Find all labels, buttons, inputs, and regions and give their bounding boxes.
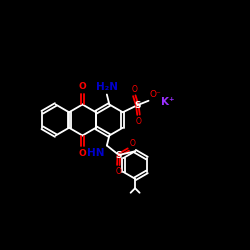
Text: H₂N: H₂N <box>96 82 118 92</box>
Text: K⁺: K⁺ <box>160 97 174 107</box>
Text: O: O <box>78 148 86 158</box>
Text: HN: HN <box>87 148 104 158</box>
Text: O: O <box>136 117 141 126</box>
Text: O: O <box>131 85 137 94</box>
Text: S: S <box>116 150 122 160</box>
Text: S: S <box>134 101 140 110</box>
Text: O: O <box>130 139 136 148</box>
Text: O⁻: O⁻ <box>149 90 161 100</box>
Text: O: O <box>78 82 86 92</box>
Text: O: O <box>116 167 121 176</box>
